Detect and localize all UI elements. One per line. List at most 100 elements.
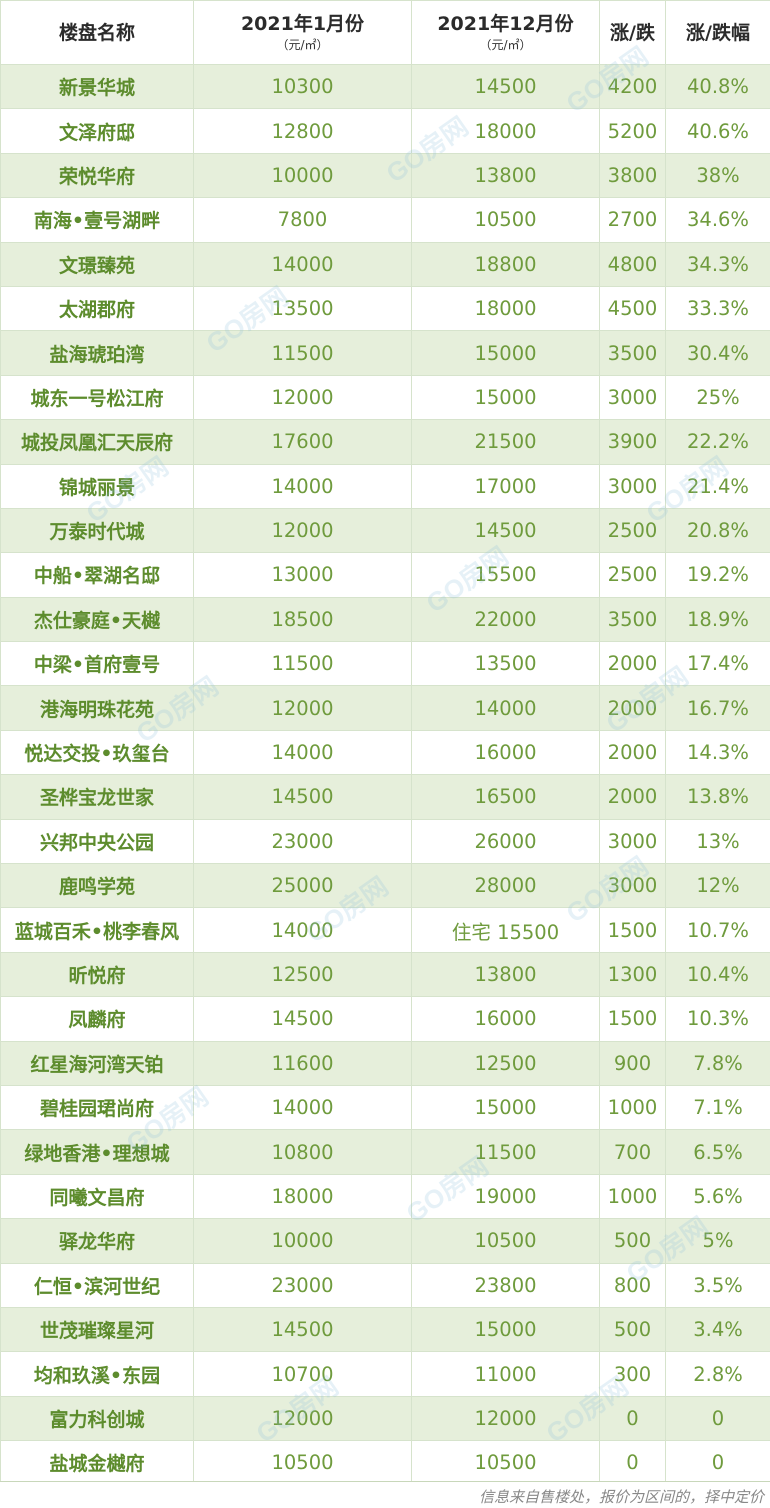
cell-pct: 10.7% bbox=[666, 908, 770, 952]
cell-change: 300 bbox=[600, 1352, 666, 1396]
cell-jan: 7800 bbox=[194, 198, 412, 242]
cell-name: 鹿鸣学苑 bbox=[1, 864, 194, 908]
cell-change: 0 bbox=[600, 1441, 666, 1485]
cell-jan: 13000 bbox=[194, 553, 412, 597]
cell-dec: 14500 bbox=[412, 508, 600, 552]
cell-dec: 26000 bbox=[412, 819, 600, 863]
cell-jan: 12000 bbox=[194, 686, 412, 730]
header-change-pct: 涨/跌幅 bbox=[666, 1, 770, 65]
cell-jan: 12000 bbox=[194, 375, 412, 419]
cell-name: 城投凤凰汇天辰府 bbox=[1, 420, 194, 464]
cell-change: 4500 bbox=[600, 286, 666, 330]
cell-jan: 12500 bbox=[194, 952, 412, 996]
cell-pct: 16.7% bbox=[666, 686, 770, 730]
footer-note-text: 信息来自售楼处，报价为区间的，择中定价 bbox=[479, 1486, 764, 1507]
cell-change: 500 bbox=[600, 1219, 666, 1263]
cell-dec: 10500 bbox=[412, 1441, 600, 1485]
cell-pct: 19.2% bbox=[666, 553, 770, 597]
header-dec-price: 2021年12月份 （元/㎡） bbox=[412, 1, 600, 65]
cell-dec: 17000 bbox=[412, 464, 600, 508]
cell-name: 荣悦华府 bbox=[1, 153, 194, 197]
cell-name: 富力科创城 bbox=[1, 1396, 194, 1440]
cell-change: 0 bbox=[600, 1396, 666, 1440]
header-change: 涨/跌 bbox=[600, 1, 666, 65]
cell-jan: 14000 bbox=[194, 464, 412, 508]
cell-dec: 13500 bbox=[412, 642, 600, 686]
header-dec-unit: （元/㎡） bbox=[412, 37, 599, 53]
cell-change: 1300 bbox=[600, 952, 666, 996]
cell-name: 碧桂园珺尚府 bbox=[1, 1085, 194, 1129]
cell-pct: 40.8% bbox=[666, 65, 770, 109]
cell-change: 2000 bbox=[600, 686, 666, 730]
cell-jan: 10000 bbox=[194, 153, 412, 197]
cell-pct: 12% bbox=[666, 864, 770, 908]
cell-name: 太湖郡府 bbox=[1, 286, 194, 330]
cell-dec: 16000 bbox=[412, 997, 600, 1041]
cell-pct: 17.4% bbox=[666, 642, 770, 686]
cell-pct: 14.3% bbox=[666, 730, 770, 774]
cell-dec: 10500 bbox=[412, 198, 600, 242]
cell-change: 3000 bbox=[600, 375, 666, 419]
cell-jan: 25000 bbox=[194, 864, 412, 908]
cell-pct: 20.8% bbox=[666, 508, 770, 552]
cell-pct: 30.4% bbox=[666, 331, 770, 375]
header-jan-unit: （元/㎡） bbox=[194, 37, 411, 53]
cell-dec: 12000 bbox=[412, 1396, 600, 1440]
cell-dec: 住宅 15500 bbox=[412, 908, 600, 952]
cell-change: 3000 bbox=[600, 864, 666, 908]
cell-pct: 13% bbox=[666, 819, 770, 863]
cell-change: 2000 bbox=[600, 775, 666, 819]
cell-jan: 10700 bbox=[194, 1352, 412, 1396]
cell-name: 同曦文昌府 bbox=[1, 1174, 194, 1218]
cell-pct: 34.3% bbox=[666, 242, 770, 286]
cell-name: 兴邦中央公园 bbox=[1, 819, 194, 863]
cell-dec: 19000 bbox=[412, 1174, 600, 1218]
cell-change: 1000 bbox=[600, 1085, 666, 1129]
cell-jan: 11600 bbox=[194, 1041, 412, 1085]
cell-name: 中船•翠湖名邸 bbox=[1, 553, 194, 597]
cell-name: 驿龙华府 bbox=[1, 1219, 194, 1263]
cell-jan: 18000 bbox=[194, 1174, 412, 1218]
cell-dec: 12500 bbox=[412, 1041, 600, 1085]
cell-change: 3000 bbox=[600, 464, 666, 508]
cell-jan: 14500 bbox=[194, 997, 412, 1041]
cell-dec: 10500 bbox=[412, 1219, 600, 1263]
cell-change: 1500 bbox=[600, 997, 666, 1041]
cell-jan: 14500 bbox=[194, 1307, 412, 1351]
cell-jan: 11500 bbox=[194, 642, 412, 686]
cell-name: 盐城金樾府 bbox=[1, 1441, 194, 1485]
cell-jan: 14000 bbox=[194, 730, 412, 774]
cell-jan: 10300 bbox=[194, 65, 412, 109]
cell-name: 凤麟府 bbox=[1, 997, 194, 1041]
cell-name: 南海•壹号湖畔 bbox=[1, 198, 194, 242]
cell-pct: 25% bbox=[666, 375, 770, 419]
cell-change: 700 bbox=[600, 1130, 666, 1174]
cell-dec: 14000 bbox=[412, 686, 600, 730]
cell-change: 1000 bbox=[600, 1174, 666, 1218]
cell-pct: 0 bbox=[666, 1441, 770, 1485]
cell-change: 3000 bbox=[600, 819, 666, 863]
cell-name: 悦达交投•玖玺台 bbox=[1, 730, 194, 774]
cell-dec: 22000 bbox=[412, 597, 600, 641]
cell-jan: 13500 bbox=[194, 286, 412, 330]
cell-jan: 10500 bbox=[194, 1441, 412, 1485]
cell-jan: 14000 bbox=[194, 242, 412, 286]
cell-name: 城东一号松江府 bbox=[1, 375, 194, 419]
